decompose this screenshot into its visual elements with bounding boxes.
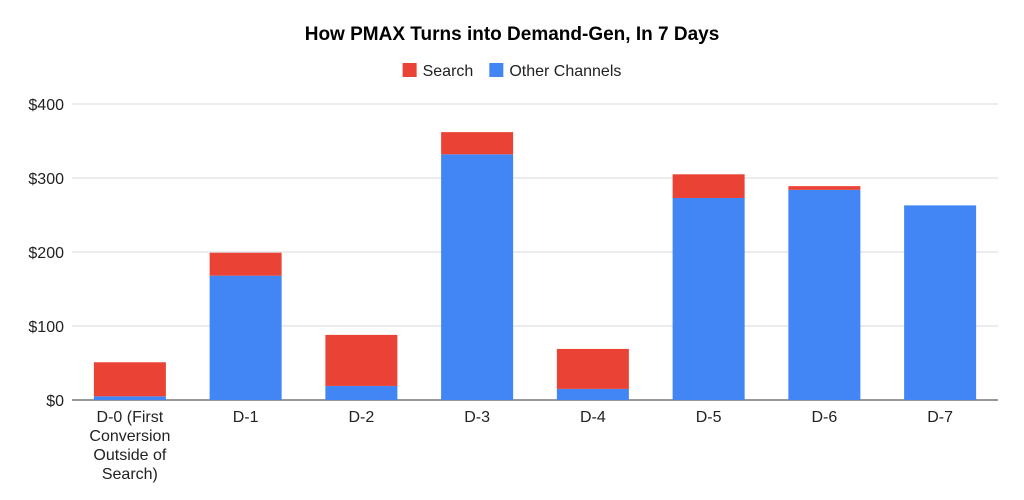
bar-search [788,186,861,190]
bar-other-channels [209,275,282,400]
bar-other-channels [556,388,629,400]
x-tick-label: D-4 [580,409,606,426]
x-tick-label: D-3 [464,409,490,426]
x-tick-label: D-5 [696,409,722,426]
x-tick-label-line: Search) [102,466,158,483]
x-tick-label: D-1 [233,409,259,426]
bar-other-channels [788,189,861,400]
legend-swatch-search [402,63,417,77]
x-tick-label-line: D-4 [580,409,606,426]
bar-other-channels [672,197,745,400]
x-tick-label: D-2 [348,409,374,426]
y-tick-label: $400 [28,97,64,114]
x-tick-label-line: D-7 [927,409,953,426]
bar-other-channels [441,154,514,400]
x-tick-label: D-7 [927,409,953,426]
y-tick-label: $0 [46,393,64,410]
bar-search [93,362,166,397]
x-tick-label-line: D-0 (First [97,409,164,426]
x-tick-label-line: Outside of [93,447,166,464]
x-tick-label-line: D-6 [811,409,837,426]
x-tick-label: D-0 (First Conversion Outside of Search) [89,409,170,483]
x-tick-label-line: D-1 [233,409,259,426]
y-tick-label: $100 [28,319,64,336]
x-tick-label: D-6 [811,409,837,426]
bar-search [209,252,282,276]
bar-other-channels [93,396,166,400]
x-tick-label-line: Conversion [89,428,170,445]
y-tick-label: $200 [28,245,64,262]
bar-search [672,174,745,198]
legend-label-search: Search [423,63,474,80]
bar-search [441,132,514,155]
bars [93,132,977,400]
legend-label-other-channels: Other Channels [509,63,621,80]
y-tick-label: $300 [28,171,64,188]
chart-title: How PMAX Turns into Demand-Gen, In 7 Day… [305,24,720,45]
legend: Search Other Channels [402,63,621,80]
bar-search [556,348,629,389]
y-axis-ticks: $0 $100 $200 $300 $400 [28,97,64,410]
bar-other-channels [325,385,398,400]
bar-search [325,334,398,386]
x-tick-label-line: D-3 [464,409,490,426]
bar-other-channels [904,205,977,400]
x-axis-ticks: D-0 (First Conversion Outside of Search) D-1… [89,409,953,483]
x-tick-label-line: D-2 [348,409,374,426]
legend-swatch-other-channels [489,63,504,77]
x-tick-label-line: D-5 [696,409,722,426]
